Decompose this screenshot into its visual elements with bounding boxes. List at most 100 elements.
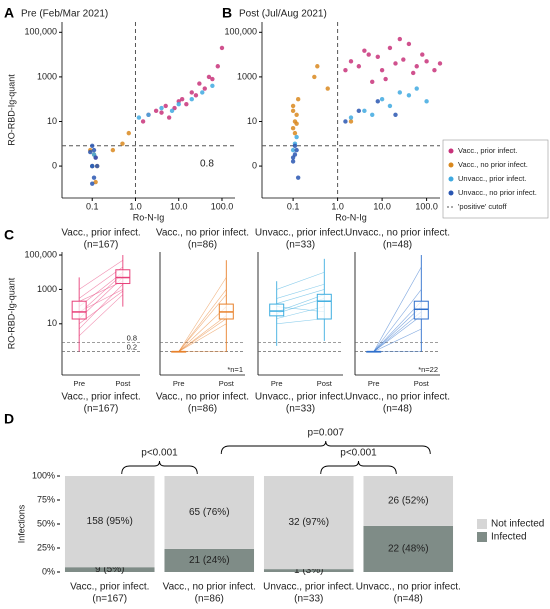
pair-line bbox=[276, 294, 325, 313]
y-tick-label: 1000 bbox=[37, 284, 57, 294]
bar-segment bbox=[363, 525, 454, 572]
pair-line bbox=[78, 294, 124, 337]
point bbox=[343, 67, 348, 73]
significance-bracket bbox=[121, 460, 198, 475]
point bbox=[401, 57, 406, 62]
point bbox=[432, 67, 437, 73]
x-tick-label: 100.0 bbox=[211, 201, 234, 211]
value-label: 32 (97%) bbox=[288, 517, 329, 528]
panel-title: Pre (Feb/Mar 2021) bbox=[21, 9, 108, 20]
note: *n=22 bbox=[418, 365, 438, 374]
note: *n=1 bbox=[227, 365, 243, 374]
pair-line bbox=[373, 311, 422, 352]
value-label: 22 (48%) bbox=[388, 544, 429, 555]
group-title: Unvacc., no prior infect. bbox=[345, 228, 450, 239]
point bbox=[91, 175, 97, 180]
point bbox=[414, 86, 419, 91]
legend-label: Vacc., no prior infect. bbox=[458, 160, 528, 169]
y-tick-label: 100,000 bbox=[24, 27, 57, 37]
point bbox=[294, 112, 299, 117]
pair-line bbox=[276, 289, 325, 304]
significance-bracket bbox=[320, 460, 397, 475]
group-n: (n=48) bbox=[383, 240, 412, 251]
point bbox=[210, 76, 215, 82]
y-tick-label: 50% bbox=[37, 518, 55, 528]
point bbox=[136, 115, 142, 120]
point bbox=[90, 181, 95, 186]
pair-line bbox=[178, 294, 227, 352]
x-tick-label: Pre bbox=[73, 379, 85, 388]
box bbox=[316, 293, 332, 320]
group-title: Unvacc., prior infect. bbox=[255, 228, 346, 239]
point bbox=[424, 99, 429, 104]
x-tick-label: Post bbox=[414, 379, 430, 388]
bar-segment bbox=[64, 476, 155, 568]
point bbox=[93, 179, 98, 185]
group-n: (n=33) bbox=[286, 240, 315, 251]
point bbox=[91, 147, 97, 153]
p-value: p=0.007 bbox=[308, 428, 345, 439]
legend-label: Infected bbox=[491, 532, 527, 543]
point bbox=[290, 108, 296, 114]
legend-swatch bbox=[448, 190, 454, 196]
y-tick-label: 1000 bbox=[237, 71, 257, 81]
point bbox=[163, 103, 168, 109]
y-tick-label: 10 bbox=[47, 318, 57, 328]
point bbox=[159, 105, 164, 111]
x-tick-label: 0.1 bbox=[86, 201, 99, 211]
x-tick-label: Pre bbox=[173, 379, 185, 388]
legend-label: Unvacc., no prior infect. bbox=[458, 188, 537, 197]
legend-swatch bbox=[448, 148, 454, 154]
panel-title: Post (Jul/Aug 2021) bbox=[239, 9, 327, 20]
x-tick-note: (n=167) bbox=[92, 594, 127, 605]
point bbox=[375, 99, 380, 104]
pair-line bbox=[178, 277, 227, 352]
legend-label: 'positive' cutoff bbox=[458, 202, 508, 211]
point bbox=[366, 52, 371, 57]
point bbox=[290, 125, 296, 131]
point bbox=[292, 130, 298, 136]
x-tick-note: (n=48) bbox=[394, 594, 423, 605]
box bbox=[413, 300, 429, 320]
point bbox=[159, 110, 164, 115]
bar-segment bbox=[263, 569, 354, 572]
point bbox=[189, 96, 194, 102]
point bbox=[375, 54, 380, 59]
point bbox=[176, 101, 181, 107]
point bbox=[88, 149, 93, 155]
point bbox=[348, 59, 354, 64]
y-axis-label: RO-RBD-Ig-quant bbox=[6, 277, 16, 349]
y-tick-label: 1000 bbox=[37, 71, 57, 81]
y-tick-label: 0 bbox=[52, 160, 57, 170]
legend-label: Unvacc., prior infect. bbox=[458, 174, 526, 183]
point bbox=[379, 96, 385, 102]
point bbox=[348, 119, 354, 124]
y-tick-label: 100,000 bbox=[24, 249, 57, 259]
x-tick-label: Post bbox=[317, 379, 333, 388]
pair-line bbox=[78, 259, 124, 290]
point bbox=[393, 112, 398, 117]
point bbox=[315, 64, 320, 69]
point bbox=[343, 119, 348, 124]
point bbox=[200, 90, 205, 95]
value-label: 65 (76%) bbox=[189, 507, 230, 518]
point bbox=[387, 45, 393, 51]
point bbox=[383, 76, 388, 82]
group-n: (n=86) bbox=[188, 404, 217, 415]
pair-line bbox=[373, 315, 422, 352]
pair-line bbox=[373, 266, 422, 352]
value-label: 26 (52%) bbox=[388, 496, 429, 507]
bar-segment bbox=[164, 548, 255, 572]
pair-line bbox=[276, 271, 325, 290]
point bbox=[420, 52, 425, 57]
legend-label: Vacc., prior infect. bbox=[458, 146, 517, 155]
point bbox=[294, 147, 299, 153]
point bbox=[437, 61, 443, 66]
value-label: 21 (24%) bbox=[189, 555, 230, 566]
panel-letter: D bbox=[4, 411, 14, 427]
point bbox=[393, 61, 398, 66]
y-tick-label: 0 bbox=[252, 160, 257, 170]
x-tick-label: 10.0 bbox=[373, 201, 391, 211]
x-tick-label: Post bbox=[219, 379, 235, 388]
